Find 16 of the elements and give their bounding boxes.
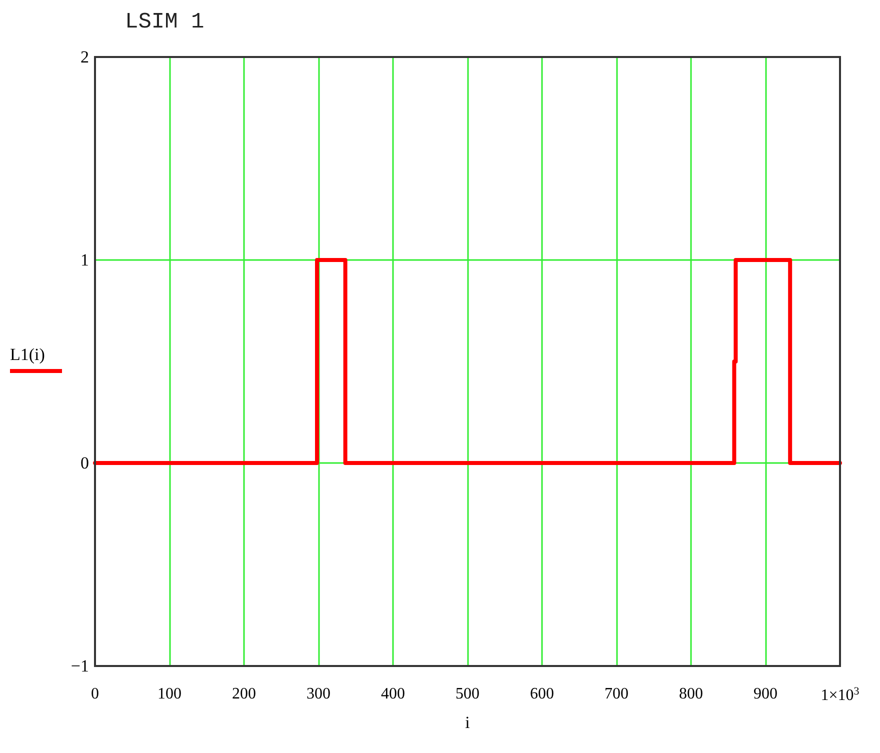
x-tick-label: 800: [679, 686, 703, 702]
x-tick-label: 400: [381, 686, 405, 702]
y-axis-title: L1(i): [10, 345, 46, 365]
x-tick-label: 600: [530, 686, 554, 702]
x-tick-label: 200: [232, 686, 256, 702]
x-tick-label: 100: [158, 686, 182, 702]
chart-title: LSIM 1: [125, 10, 204, 34]
y-tick-label: 1: [80, 250, 89, 270]
y-tick-label: 2: [80, 48, 89, 66]
x-tick-label: 300: [306, 686, 330, 702]
x-tick-label: 900: [754, 686, 778, 702]
x-axis-title: i: [465, 713, 470, 732]
y-tick-label: −1: [70, 656, 89, 676]
x-tick-label: 500: [456, 686, 480, 702]
y-tick-label: 0: [80, 454, 89, 472]
x-tick-label: 700: [604, 686, 628, 702]
